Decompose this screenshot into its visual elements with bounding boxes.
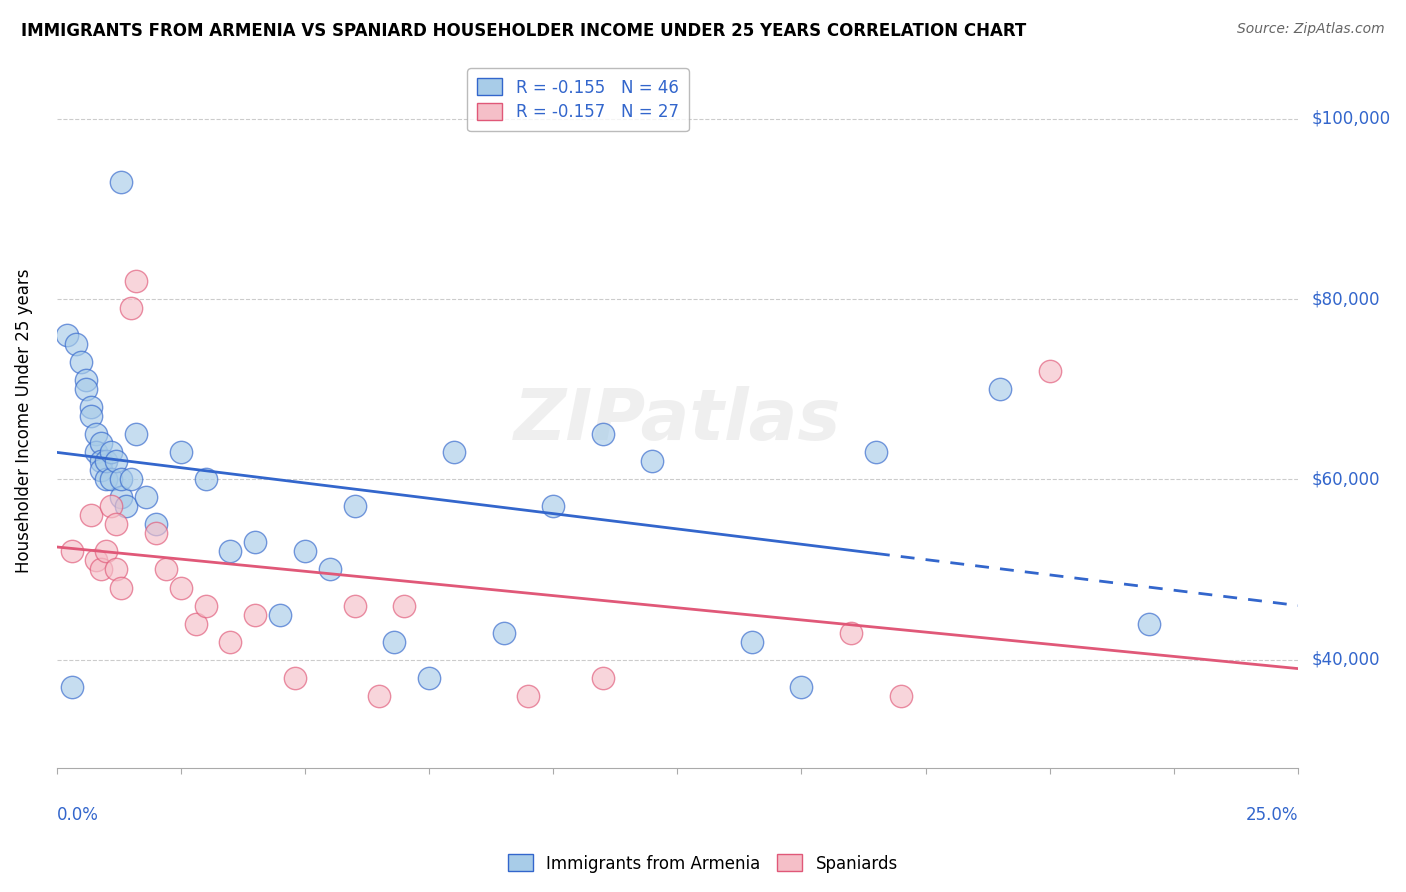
Point (100, 445, 122, 459)
Text: 25.0%: 25.0% (1246, 805, 1298, 824)
Text: $60,000: $60,000 (1312, 470, 1381, 489)
Point (96, 454, 118, 468)
Point (294, 544, 316, 558)
Point (382, 634, 405, 648)
Point (245, 607, 267, 622)
Point (80, 508, 103, 523)
Point (60, 544, 83, 558)
Point (96, 544, 118, 558)
Point (269, 607, 291, 622)
Point (86, 553, 108, 567)
Point (319, 562, 342, 576)
Point (392, 599, 415, 613)
Point (170, 445, 193, 459)
Point (219, 634, 242, 648)
Text: ZIPatlas: ZIPatlas (513, 386, 841, 455)
Point (86, 445, 108, 459)
Point (125, 274, 148, 288)
Point (60, 680, 83, 694)
Point (145, 526, 167, 541)
Point (75, 382, 97, 396)
Point (90, 562, 112, 576)
Point (155, 562, 177, 576)
Point (110, 472, 132, 486)
Point (105, 517, 128, 532)
Text: IMMIGRANTS FROM ARMENIA VS SPANIARD HOUSEHOLDER INCOME UNDER 25 YEARS CORRELATIO: IMMIGRANTS FROM ARMENIA VS SPANIARD HOUS… (21, 22, 1026, 40)
Point (170, 581, 193, 595)
Point (368, 689, 391, 703)
Point (343, 599, 366, 613)
Point (839, 625, 862, 640)
Point (443, 445, 465, 459)
Point (284, 671, 307, 685)
Point (110, 491, 132, 505)
Point (80, 409, 103, 424)
Point (70, 355, 93, 369)
Point (541, 500, 564, 514)
Point (890, 689, 912, 703)
Point (120, 472, 142, 486)
Point (184, 616, 207, 631)
Point (125, 427, 148, 442)
Point (120, 301, 142, 316)
Point (592, 671, 614, 685)
Point (418, 671, 440, 685)
Point (790, 680, 813, 694)
Point (1039, 364, 1062, 378)
Point (145, 517, 167, 532)
Point (1137, 616, 1160, 631)
Point (80, 401, 103, 415)
Point (90, 454, 112, 468)
Text: $80,000: $80,000 (1312, 290, 1381, 308)
Legend: Immigrants from Armenia, Spaniards: Immigrants from Armenia, Spaniards (502, 847, 904, 880)
Legend: R = -0.155   N = 46, R = -0.157   N = 27: R = -0.155 N = 46, R = -0.157 N = 27 (467, 69, 689, 131)
Point (105, 562, 128, 576)
Point (86, 427, 108, 442)
Point (988, 382, 1011, 396)
Text: $40,000: $40,000 (1312, 650, 1381, 669)
Point (75, 373, 97, 387)
Point (641, 454, 664, 468)
Point (110, 581, 132, 595)
Point (65, 337, 87, 351)
Point (115, 500, 138, 514)
Point (865, 445, 887, 459)
Point (194, 599, 217, 613)
Y-axis label: Householder Income Under 25 years: Householder Income Under 25 years (15, 268, 32, 573)
Point (219, 544, 242, 558)
Point (194, 472, 217, 486)
Point (100, 500, 122, 514)
Point (55, 328, 77, 343)
Point (492, 625, 515, 640)
Point (741, 634, 763, 648)
Point (343, 500, 366, 514)
Point (245, 535, 267, 549)
Point (90, 436, 112, 450)
Point (90, 463, 112, 477)
Point (100, 472, 122, 486)
Point (96, 472, 118, 486)
Point (517, 689, 540, 703)
Point (110, 175, 132, 189)
Point (135, 491, 157, 505)
Text: Source: ZipAtlas.com: Source: ZipAtlas.com (1237, 22, 1385, 37)
Point (592, 427, 614, 442)
Text: 0.0%: 0.0% (56, 805, 98, 824)
Point (105, 454, 128, 468)
Text: $100,000: $100,000 (1312, 110, 1391, 128)
